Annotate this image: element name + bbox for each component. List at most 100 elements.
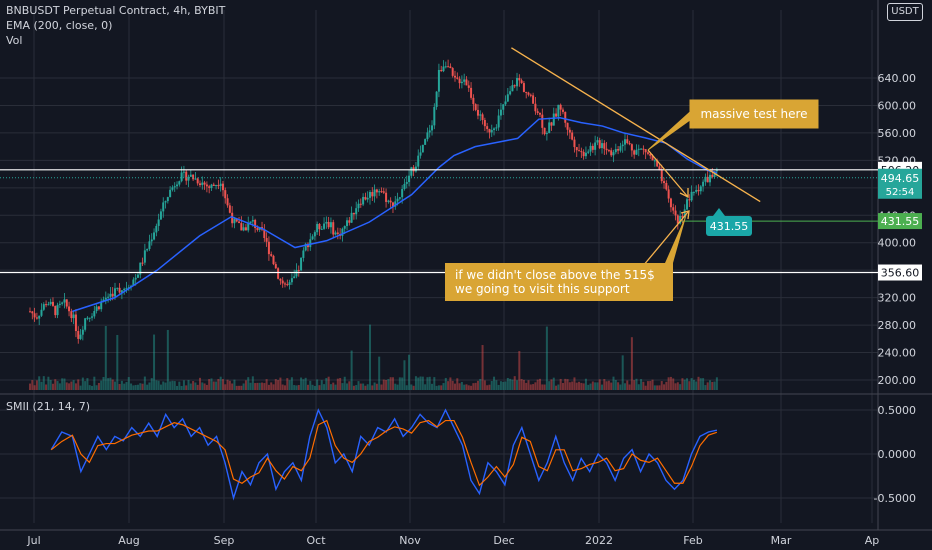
volume-bar — [582, 383, 585, 390]
annotation-support-warning: if we didn't close above the 515$we goin… — [445, 213, 687, 301]
volume-bar — [683, 379, 686, 390]
candle-body — [603, 143, 606, 149]
candle-body — [47, 304, 50, 306]
volume-bar — [272, 384, 275, 390]
volume-bar — [394, 383, 397, 390]
volume-bar — [120, 380, 123, 390]
candle-body — [146, 248, 149, 251]
candle-body — [178, 181, 181, 185]
currency-badge[interactable]: USDT — [887, 3, 923, 21]
candle-body — [249, 221, 252, 224]
candle-body — [224, 190, 227, 199]
candle-body — [42, 304, 45, 310]
candle-body — [127, 287, 130, 289]
volume-bar — [270, 382, 273, 390]
volume-bar — [378, 356, 381, 390]
candle-body — [136, 274, 139, 278]
volume-bar — [54, 379, 57, 390]
volume-bar — [97, 382, 100, 390]
candle-body — [86, 317, 89, 319]
candle-body — [263, 229, 266, 239]
candle-body — [164, 201, 167, 203]
candle-body — [626, 139, 629, 144]
volume-bar — [173, 381, 176, 390]
volume-bar — [125, 382, 128, 390]
candle-body — [497, 115, 500, 128]
volume-bar — [329, 384, 332, 390]
candle-body — [254, 219, 257, 229]
candle-body — [555, 113, 558, 117]
candle-body — [499, 109, 502, 116]
volume-bar — [288, 380, 291, 390]
volume-bar — [323, 384, 326, 390]
candle-body — [231, 212, 234, 224]
volume-bar — [414, 376, 417, 390]
volume-bar — [336, 378, 339, 390]
volume-bar — [543, 384, 546, 390]
candle-body — [132, 279, 135, 286]
callout-text: 431.55 — [710, 220, 749, 233]
volume-bar — [249, 382, 252, 390]
volume-bar — [532, 384, 535, 390]
volume-bar — [180, 385, 183, 390]
volume-bar — [584, 378, 587, 390]
volume-bar — [111, 379, 114, 390]
candle-body — [681, 215, 684, 218]
candle-body — [660, 170, 663, 182]
time-tick-label: Ap — [865, 534, 880, 547]
volume-bar — [389, 377, 392, 390]
candle-body — [426, 132, 429, 140]
volume-bar — [182, 380, 185, 390]
volume-bar — [706, 382, 709, 390]
candle-body — [185, 171, 188, 181]
candle-body — [277, 268, 280, 279]
volume-bar — [42, 376, 45, 390]
volume-bar — [45, 384, 48, 390]
candle-body — [157, 219, 160, 226]
candle-body — [300, 257, 303, 271]
volume-bar — [283, 385, 286, 390]
annotation-massive-test: massive test here — [647, 99, 819, 151]
volume-bar — [31, 380, 34, 390]
volume-bar — [568, 382, 571, 390]
volume-bar — [561, 382, 564, 390]
volume-bar — [470, 385, 473, 390]
candle-body — [607, 150, 610, 152]
volume-bar — [348, 381, 351, 390]
volume-bar — [155, 380, 158, 390]
volume-bar — [306, 384, 309, 390]
volume-bar — [412, 385, 415, 390]
candle-body — [148, 241, 151, 249]
volume-bar — [589, 383, 592, 390]
candle-body — [382, 191, 385, 193]
candle-body — [591, 145, 594, 150]
candle-body — [389, 200, 392, 203]
candle-body — [458, 78, 461, 84]
volume-bar — [690, 378, 693, 390]
candle-body — [419, 152, 422, 156]
candle-body — [403, 183, 406, 189]
volume-bar — [467, 385, 470, 390]
candle-body — [334, 232, 337, 235]
candle-body — [711, 174, 714, 177]
candle-body — [651, 155, 654, 161]
candle-body — [396, 198, 399, 202]
candle-body — [642, 148, 645, 150]
volume-bar — [385, 379, 388, 390]
volume-bar — [318, 385, 321, 390]
volume-bar — [304, 377, 307, 390]
volume-bar — [208, 379, 211, 390]
volume-bar — [132, 385, 135, 390]
candle-body — [251, 219, 254, 222]
volume-bar — [33, 385, 36, 390]
volume-bar — [226, 379, 229, 390]
volume-bar — [715, 377, 718, 390]
volume-bar — [573, 377, 576, 390]
candle-body — [584, 152, 587, 157]
candle-body — [715, 169, 718, 172]
volume-bar — [626, 380, 629, 390]
volume-bar — [47, 376, 50, 390]
candle-body — [483, 120, 486, 127]
volume-bar — [228, 380, 231, 390]
